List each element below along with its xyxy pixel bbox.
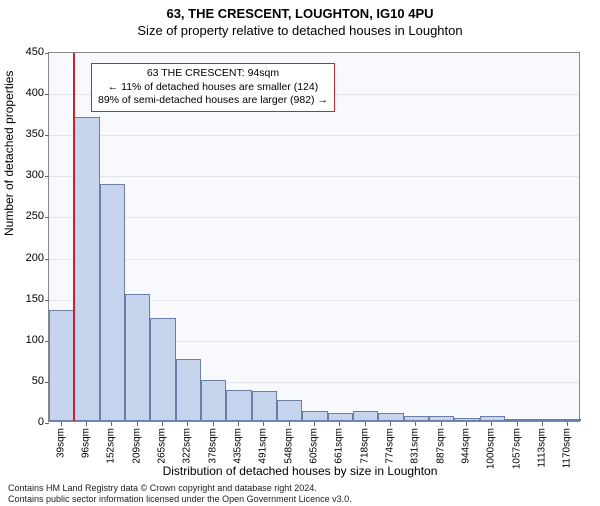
y-tick-label: 450: [4, 46, 44, 58]
annotation-box: 63 THE CRESCENT: 94sqm← 11% of detached …: [91, 63, 335, 112]
x-tick-mark: [466, 422, 467, 426]
sub-title: Size of property relative to detached ho…: [0, 23, 600, 38]
histogram-bar: [49, 310, 74, 421]
annotation-line3: 89% of semi-detached houses are larger (…: [98, 94, 328, 108]
histogram-bar: [530, 419, 555, 421]
x-tick-mark: [238, 422, 239, 426]
x-tick-label: 718sqm: [359, 428, 370, 464]
x-tick-label: 39sqm: [55, 428, 66, 458]
histogram-bar: [480, 416, 505, 421]
x-tick-label: 1000sqm: [486, 428, 497, 469]
histogram-bar: [404, 416, 429, 421]
histogram-bar: [454, 418, 479, 421]
x-tick-label: 96sqm: [81, 428, 92, 458]
x-tick-label: 548sqm: [283, 428, 294, 464]
y-ticks: 050100150200250300350400450: [0, 52, 48, 422]
x-tick-label: 435sqm: [233, 428, 244, 464]
y-tick-label: 0: [4, 416, 44, 428]
footer-line1: Contains HM Land Registry data © Crown c…: [8, 483, 352, 493]
x-tick-label: 378sqm: [207, 428, 218, 464]
histogram-bar: [302, 411, 327, 421]
x-axis-label: Distribution of detached houses by size …: [0, 464, 600, 478]
x-tick-label: 209sqm: [131, 428, 142, 464]
histogram-bar: [125, 294, 150, 421]
histogram-bar: [74, 117, 99, 421]
x-tick-mark: [289, 422, 290, 426]
x-tick-label: 152sqm: [106, 428, 117, 464]
x-tick-mark: [339, 422, 340, 426]
footer-line2: Contains public sector information licen…: [8, 494, 352, 504]
chart-area: 63 THE CRESCENT: 94sqm← 11% of detached …: [48, 52, 580, 422]
histogram-bar: [429, 416, 454, 421]
x-tick-label: 265sqm: [157, 428, 168, 464]
y-tick-label: 400: [4, 87, 44, 99]
x-tick-mark: [415, 422, 416, 426]
y-tick-mark: [45, 53, 49, 54]
y-tick-mark: [45, 217, 49, 218]
y-tick-label: 300: [4, 169, 44, 181]
footer-attribution: Contains HM Land Registry data © Crown c…: [8, 483, 352, 504]
y-tick-label: 200: [4, 252, 44, 264]
x-tick-mark: [61, 422, 62, 426]
x-tick-mark: [567, 422, 568, 426]
x-tick-label: 661sqm: [334, 428, 345, 464]
gridline: [49, 135, 579, 136]
histogram-bar: [226, 390, 251, 421]
y-tick-label: 100: [4, 334, 44, 346]
histogram-bar: [201, 380, 226, 421]
x-tick-mark: [213, 422, 214, 426]
x-tick-mark: [187, 422, 188, 426]
x-tick-label: 1113sqm: [537, 428, 548, 468]
histogram-bar: [353, 411, 378, 421]
histogram-bar: [505, 419, 530, 421]
x-tick-mark: [314, 422, 315, 426]
y-tick-label: 150: [4, 293, 44, 305]
y-tick-label: 350: [4, 128, 44, 140]
x-tick-mark: [263, 422, 264, 426]
x-tick-label: 491sqm: [258, 428, 269, 464]
x-tick-label: 322sqm: [182, 428, 193, 464]
x-tick-mark: [441, 422, 442, 426]
histogram-bar: [328, 413, 353, 421]
x-tick-label: 605sqm: [309, 428, 320, 464]
annotation-line2: ← 11% of detached houses are smaller (12…: [98, 81, 328, 95]
y-tick-mark: [45, 259, 49, 260]
x-tick-mark: [542, 422, 543, 426]
y-tick-mark: [45, 135, 49, 136]
x-tick-label: 831sqm: [410, 428, 421, 464]
x-tick-mark: [162, 422, 163, 426]
y-tick-label: 250: [4, 210, 44, 222]
y-tick-label: 50: [4, 375, 44, 387]
x-tick-mark: [137, 422, 138, 426]
x-tick-mark: [390, 422, 391, 426]
annotation-line1: 63 THE CRESCENT: 94sqm: [98, 67, 328, 81]
x-tick-mark: [86, 422, 87, 426]
x-tick-label: 944sqm: [461, 428, 472, 464]
histogram-bar: [556, 419, 581, 421]
x-tick-label: 1170sqm: [562, 428, 573, 468]
x-tick-mark: [111, 422, 112, 426]
histogram-bar: [252, 391, 277, 421]
x-tick-mark: [365, 422, 366, 426]
y-tick-mark: [45, 176, 49, 177]
y-tick-mark: [45, 300, 49, 301]
main-title: 63, THE CRESCENT, LOUGHTON, IG10 4PU: [0, 6, 600, 21]
y-tick-mark: [45, 94, 49, 95]
x-tick-label: 774sqm: [385, 428, 396, 464]
property-marker-line: [73, 53, 75, 421]
histogram-bar: [176, 359, 201, 421]
x-tick-label: 1057sqm: [511, 428, 522, 469]
gridline: [49, 259, 579, 260]
gridline: [49, 176, 579, 177]
histogram-bar: [277, 400, 302, 421]
x-tick-label: 887sqm: [435, 428, 446, 464]
gridline: [49, 217, 579, 218]
histogram-bar: [100, 184, 125, 421]
x-tick-mark: [491, 422, 492, 426]
histogram-bar: [378, 413, 403, 421]
histogram-bar: [150, 318, 175, 421]
plot-area: 63 THE CRESCENT: 94sqm← 11% of detached …: [48, 52, 580, 422]
x-tick-mark: [517, 422, 518, 426]
